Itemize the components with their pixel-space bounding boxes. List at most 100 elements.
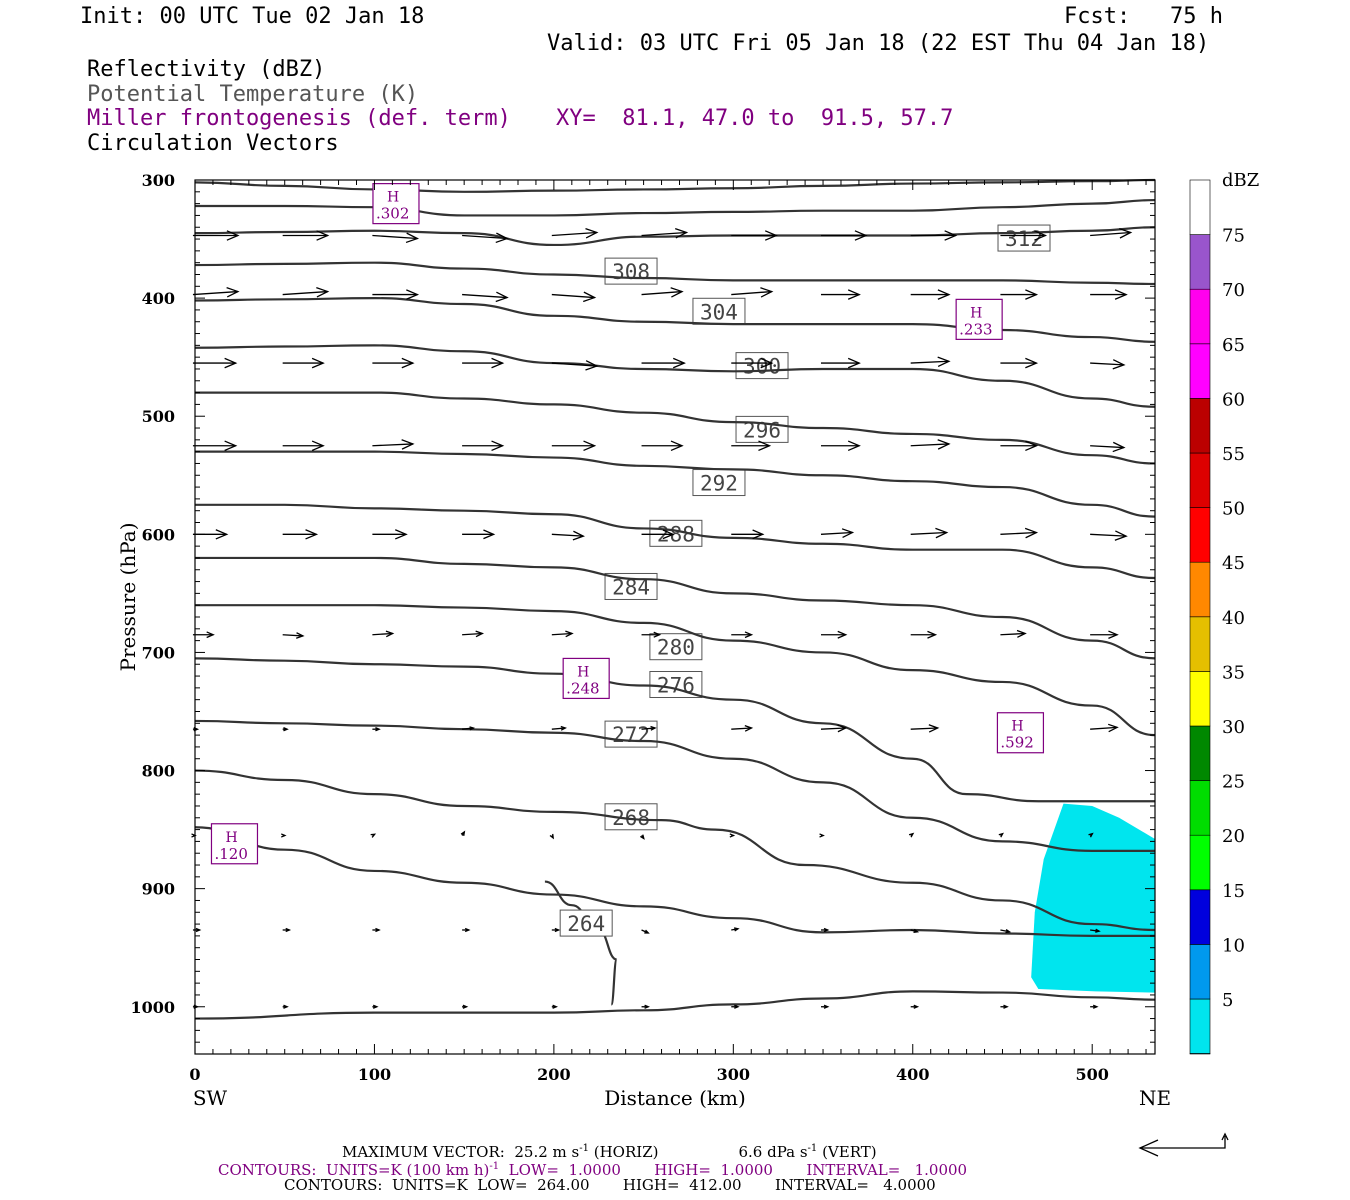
circulation-vector [551,362,597,367]
vector-head [585,360,599,371]
theta-contour-268 [194,826,1155,937]
colorbar-level-label: 60 [1222,389,1245,410]
vector-head [1114,530,1128,541]
vector-head [837,724,848,733]
circulation-vector [462,234,508,240]
colorbar-top-cap [1189,179,1211,235]
vector-head [460,830,466,836]
contours-fronto-note: CONTOURS: UNITS=K (100 km h)-1 LOW= 1.00… [218,1161,968,1179]
fronto-max-value: .120 [214,845,247,863]
vector-head [928,724,940,733]
colorbar-swatch-60 [1189,398,1211,454]
vector-head [226,287,240,298]
colorbar-swatch-40 [1189,616,1211,672]
circulation-vector [910,531,947,535]
theta-label-box [604,257,658,285]
theta-label-box [649,633,703,661]
vector-head [752,529,765,540]
vector-layer [191,227,1133,1009]
vector-head [998,832,1004,838]
circulation-vector [372,234,418,240]
vector-head [285,927,292,933]
fronto-max-box [955,298,1003,340]
fronto-max-label: H [387,190,399,206]
vector-head [549,833,554,840]
vector-head [760,357,774,369]
theta-contour-276 [194,719,1155,852]
vector-head [944,230,958,241]
vector-head [401,357,415,369]
circulation-vector [910,443,949,447]
colorbar-swatch-70 [1189,288,1211,345]
vector-head [462,1004,469,1009]
vector-head [495,291,509,303]
colorbar-swatch-35 [1189,671,1211,727]
vector-head [554,927,561,933]
fronto-max-value: .592 [1000,734,1033,752]
theta-label-box [559,909,613,937]
colorbar-level-label: 50 [1222,499,1245,520]
y-tick-label: 400 [142,289,175,308]
vector-head [495,232,509,244]
y-tick-label: 300 [142,171,175,190]
x-end-label-sw: SW [193,1086,228,1110]
fronto-max-label: H [970,305,982,321]
vector-head [733,927,740,932]
colorbar-level-label: 25 [1222,772,1245,793]
vector-head [758,440,772,452]
vector-head [405,232,420,244]
reference-vector [1138,1132,1229,1157]
vector-head [913,928,920,933]
theta-contour-308 [194,297,1156,343]
vector-head [206,631,215,639]
x-tick-label: 500 [1075,1065,1108,1084]
field-frontogenesis: Miller frontogenesis (def. term) [87,106,511,131]
max-vector-note: MAXIMUM VECTOR: 25.2 m s-1 (HORIZ) 6.6 dP… [342,1143,877,1161]
reference-vector-head [1138,1139,1159,1157]
y-tick-label: 800 [142,762,175,781]
circulation-vector [641,231,687,237]
vector-head [847,289,861,300]
colorbar-swatch-15 [1189,889,1211,945]
vector-head [283,1004,289,1009]
reference-vector-shaft [1140,1136,1226,1149]
vector-head [585,227,599,239]
colorbar-swatch-50 [1189,507,1211,563]
vector-head [311,357,325,369]
theta-contour-304 [194,344,1156,408]
colorbar-swatch-55 [1189,452,1211,508]
vector-head [565,630,574,638]
fronto-max-label: H [577,664,589,680]
vector-head [672,357,686,369]
circulation-vector [731,290,772,296]
vector-head [560,725,567,731]
vector-head [662,529,675,540]
vector-head [734,1004,740,1009]
fronto-max-value: .248 [566,679,599,697]
vector-head [375,927,381,933]
vector-head [1025,289,1039,300]
colorbar-level-label: 75 [1222,226,1245,247]
vector-head [224,440,238,452]
colorbar-level-label: 55 [1222,444,1245,465]
vector-head [1107,723,1119,733]
circulation-vector [641,727,656,730]
circulation-vector [551,632,573,636]
colorbar-swatch-25 [1189,780,1211,836]
vector-head [215,529,229,540]
vector-head [927,630,938,639]
vector-head [195,927,202,933]
colorbar-level-label: 10 [1222,935,1245,956]
vector-head [305,529,319,540]
circulation-vector [1090,533,1127,537]
fronto-max-label: H [225,830,237,846]
x-tick-label: 200 [537,1065,570,1084]
vector-head [316,230,330,241]
vector-head [491,357,505,369]
colorbar-level-label: 20 [1222,826,1245,847]
circulation-vector [1000,632,1026,636]
colorbar-level-label: 45 [1222,553,1245,574]
vector-head [1003,1004,1009,1009]
y-tick-label: 700 [142,643,175,662]
